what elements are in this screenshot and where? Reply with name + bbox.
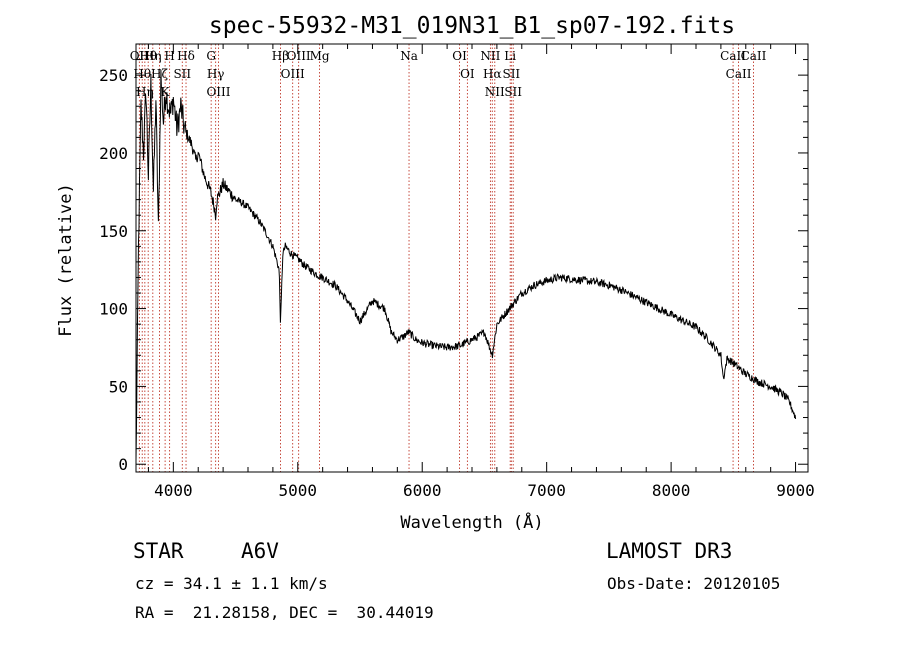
y-tick-label-250: 250: [99, 66, 128, 85]
line-marker-label-18: OI: [452, 49, 467, 63]
y-tick-label-100: 100: [99, 300, 128, 319]
line-marker-label-22: NII: [485, 85, 505, 99]
y-tick-label-50: 50: [109, 377, 128, 396]
x-tick-label-5000: 5000: [279, 481, 318, 500]
line-marker-label-21: Hα: [483, 67, 502, 81]
y-tick-label-0: 0: [118, 455, 128, 474]
x-axis-label: Wavelength (Å): [400, 511, 543, 533]
line-marker-label-2: Hη: [136, 85, 154, 99]
axis-tick-labels: 4000 5000 6000 7000 8000 9000 0 50 100 150 200 250: [99, 66, 815, 500]
y-axis-label: Flux (relative): [56, 183, 76, 337]
line-marker-label-0: OII: [130, 49, 150, 63]
chart-title: spec-55932-M31_019N31_B1_sp07-192.fits: [209, 13, 735, 39]
line-marker-label-24: SII: [502, 67, 520, 81]
x-tick-label-6000: 6000: [403, 481, 442, 500]
object-subclass: A6V: [241, 539, 279, 563]
line-marker-label-23: Li: [504, 49, 516, 63]
y-tick-label-150: 150: [99, 222, 128, 241]
obs-date: Obs-Date: 20120105: [607, 574, 781, 593]
x-tick-label-4000: 4000: [154, 481, 193, 500]
line-marker-label-28: CaII: [741, 49, 767, 63]
y-tick-label-200: 200: [99, 144, 128, 163]
line-markers: [138, 44, 754, 472]
plot-frame: [135, 43, 809, 473]
x-tick-label-7000: 7000: [527, 481, 566, 500]
line-marker-label-6: K: [161, 85, 171, 99]
axis-ticks: [136, 44, 808, 472]
line-marker-label-19: OI: [460, 67, 475, 81]
line-marker-label-26: CaII: [720, 49, 746, 63]
line-marker-label-17: Na: [400, 49, 418, 63]
line-marker-label-11: Hγ: [207, 67, 225, 81]
line-marker-label-13: Hβ: [272, 49, 289, 63]
x-tick-label-9000: 9000: [776, 481, 815, 500]
spectrum-series: [135, 69, 797, 460]
survey-name: LAMOST DR3: [606, 539, 733, 563]
spectrum-line: [135, 69, 797, 460]
ra-dec: RA = 21.28158, DEC = 30.44019: [135, 603, 434, 622]
line-marker-label-4: Hη: [144, 49, 162, 63]
line-marker-label-20: NII: [480, 49, 500, 63]
line-marker-label-8: SII: [173, 67, 191, 81]
line-marker-label-25: SII: [504, 85, 522, 99]
line-marker-label-9: Hδ: [177, 49, 195, 63]
x-tick-label-8000: 8000: [652, 481, 691, 500]
line-marker-label-3: Hθ: [139, 49, 157, 63]
line-marker-label-16: Mg: [310, 49, 330, 63]
line-marker-label-5: Hζ: [151, 67, 168, 81]
line-marker-label-12: OIII: [206, 85, 230, 99]
redshift-cz: cz = 34.1 ± 1.1 km/s: [135, 574, 328, 593]
line-marker-label-27: CaII: [726, 67, 752, 81]
line-marker-label-10: G: [206, 49, 216, 63]
line-marker-label-1: Hθ: [133, 67, 151, 81]
line-marker-label-15: OIII: [287, 49, 311, 63]
line-marker-label-7: H: [164, 49, 174, 63]
object-class: STAR: [133, 539, 184, 563]
line-marker-label-14: OIII: [281, 67, 305, 81]
